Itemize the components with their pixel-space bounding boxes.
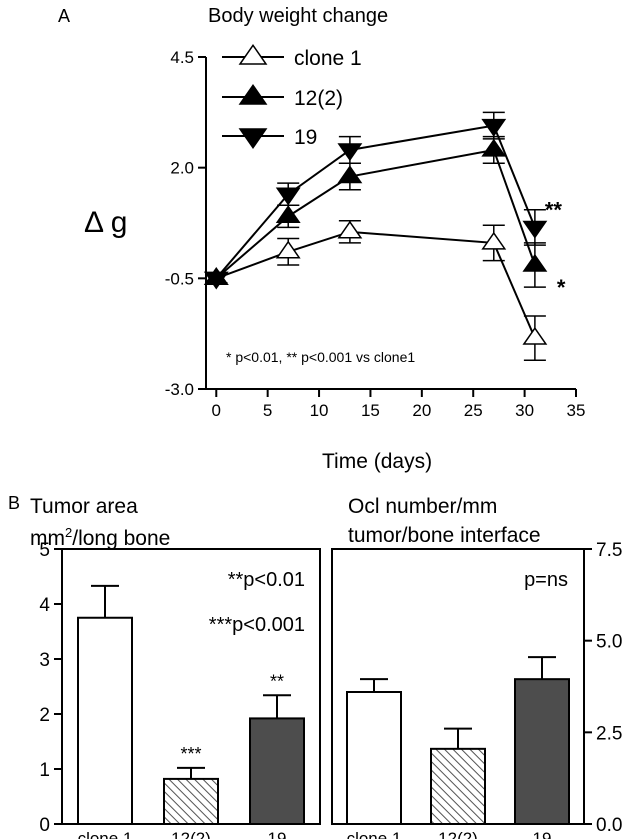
bar-19 bbox=[514, 678, 570, 826]
data-point bbox=[337, 143, 363, 162]
chart-b-title-line1: Tumor area bbox=[30, 495, 138, 518]
bar-chart-tumor-area: 0 1 2 3 4 5 clone 1 12(2) *** 19 ** **p<0.01 ***p<0.… bbox=[39, 540, 321, 839]
data-point bbox=[203, 271, 229, 290]
category-label: clone 1 bbox=[347, 829, 402, 839]
bar-chart-ocl-number: 0.0 2.5 5.0 7.5 clone 1 12(2) 19 p=ns bbox=[331, 540, 622, 839]
significance-note: ***p<0.001 bbox=[209, 614, 305, 636]
significance-label: *** bbox=[180, 744, 201, 764]
data-point bbox=[481, 118, 507, 137]
chart-a-title: Body weight change bbox=[208, 5, 388, 27]
data-point bbox=[275, 187, 301, 206]
legend-label: 12(2) bbox=[294, 87, 343, 110]
x-tick-label: 10 bbox=[310, 401, 329, 420]
bar-clone-1 bbox=[346, 691, 402, 825]
y-tick-label: 2.5 bbox=[596, 723, 622, 744]
bar-12-2- bbox=[430, 747, 486, 825]
x-tick-label: 25 bbox=[464, 401, 483, 420]
y-tick-label: 2.0 bbox=[170, 159, 194, 178]
significance-note: p=ns bbox=[524, 569, 568, 591]
y-tick-label: 1 bbox=[39, 760, 50, 781]
y-tick-label: -3.0 bbox=[165, 380, 194, 399]
y-tick-label: 5 bbox=[39, 540, 50, 561]
data-point bbox=[481, 231, 507, 250]
bar-clone-1 bbox=[77, 616, 133, 825]
data-point bbox=[337, 165, 363, 184]
data-point bbox=[481, 138, 507, 157]
y-tick-label: 0 bbox=[39, 815, 50, 836]
chart-c-title-line2: tumor/bone interface bbox=[348, 524, 541, 547]
data-point bbox=[337, 220, 363, 239]
panel-label-a: A bbox=[58, 6, 70, 26]
significance-note: **p<0.01 bbox=[228, 569, 305, 591]
y-tick-label: 2 bbox=[39, 705, 50, 726]
chart-a-ylabel: Δ g bbox=[84, 206, 127, 239]
x-tick-label: 35 bbox=[567, 401, 586, 420]
x-tick-label: 30 bbox=[515, 401, 534, 420]
legend-label: 19 bbox=[294, 126, 317, 149]
significance-label: * bbox=[557, 275, 566, 300]
x-tick-label: 20 bbox=[412, 401, 431, 420]
bar-19 bbox=[249, 717, 305, 826]
panel-label-b: B bbox=[8, 493, 20, 513]
legend-marker bbox=[238, 83, 268, 105]
y-tick-label: 0.0 bbox=[596, 815, 622, 836]
x-tick-label: 5 bbox=[263, 401, 272, 420]
data-point bbox=[522, 326, 548, 345]
y-tick-label: 7.5 bbox=[596, 540, 622, 561]
significance-label: ** bbox=[545, 197, 563, 222]
x-tick-label: 15 bbox=[361, 401, 380, 420]
data-point bbox=[275, 240, 301, 259]
category-label: clone 1 bbox=[78, 829, 133, 839]
series-line-12-2- bbox=[215, 148, 536, 280]
x-tick-label: 0 bbox=[212, 401, 221, 420]
category-label: 19 bbox=[268, 829, 287, 839]
significance-note: * p<0.01, ** p<0.001 vs clone1 bbox=[226, 349, 415, 365]
category-label: 12(2) bbox=[438, 829, 478, 839]
data-point bbox=[275, 205, 301, 224]
chart-c-title-line1: Ocl number/mm bbox=[348, 495, 497, 518]
y-tick-label: 5.0 bbox=[596, 632, 622, 653]
category-label: 19 bbox=[533, 829, 552, 839]
significance-label: ** bbox=[270, 671, 284, 691]
data-point bbox=[522, 253, 548, 272]
legend-label: clone 1 bbox=[294, 47, 362, 70]
legend-marker bbox=[238, 128, 268, 150]
category-label: 12(2) bbox=[171, 829, 211, 839]
chart-a-xlabel: Time (days) bbox=[322, 450, 432, 473]
legend-marker bbox=[238, 43, 268, 65]
y-tick-label: 3 bbox=[39, 650, 50, 671]
y-tick-label: 4.5 bbox=[170, 48, 194, 67]
data-point bbox=[522, 220, 548, 239]
y-tick-label: 4 bbox=[39, 595, 50, 616]
line-chart-body-weight: 0 5 10 15 20 25 30 35 -3.0 -0.5 2.0 4.5 clone 1 12(2)… bbox=[165, 43, 586, 420]
y-tick-label: -0.5 bbox=[165, 269, 194, 288]
chart-b-title-line2: mm2/long bone bbox=[30, 525, 170, 550]
bar-12-2- bbox=[163, 777, 219, 826]
